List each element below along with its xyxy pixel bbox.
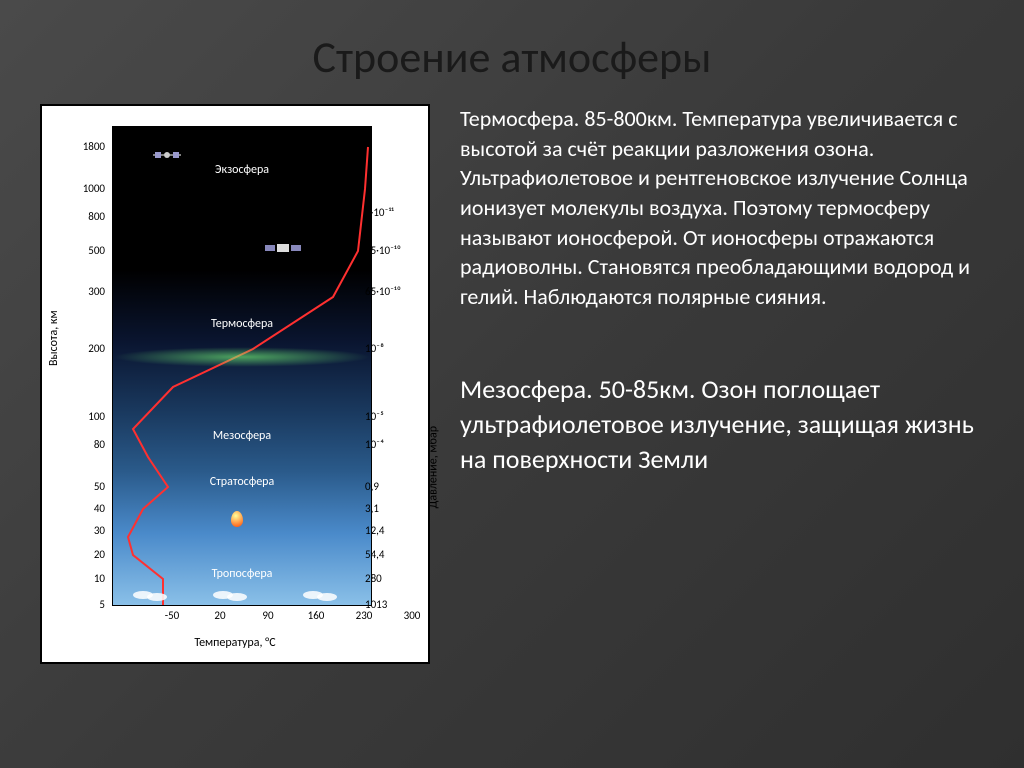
y-left-tick: 10 xyxy=(50,572,105,585)
y-left-tick: 40 xyxy=(50,502,105,515)
y-right-tick: 15·10⁻¹⁰ xyxy=(365,244,420,257)
y-left-tick: 50 xyxy=(50,480,105,493)
layer-label: Тропосфера xyxy=(212,567,273,581)
y-axis-right-title: Давление, мбар xyxy=(426,426,440,508)
content-row: Экзосфера Термосфера Мезосфера Стратосфера Т… xyxy=(0,84,1024,664)
y-left-tick: 800 xyxy=(50,210,105,223)
text-column: Термосфера. 85-800км. Температура увелич… xyxy=(460,104,984,664)
thermosphere-paragraph: Термосфера. 85-800км. Температура увелич… xyxy=(460,104,984,312)
y-right-tick: 10⁻⁵ xyxy=(365,410,420,423)
clouds-graphic xyxy=(113,591,371,603)
y-right-tick: 12,4 xyxy=(365,524,420,537)
chart-plot-area: Экзосфера Термосфера Мезосфера Стратосфера Т… xyxy=(112,126,372,606)
y-left-tick: 5 xyxy=(50,598,105,611)
atmosphere-chart: Экзосфера Термосфера Мезосфера Стратосфера Т… xyxy=(40,104,430,664)
page-title: Строение атмосферы xyxy=(0,0,1024,84)
y-left-tick: 500 xyxy=(50,244,105,257)
y-right-tick: 280 xyxy=(365,572,420,585)
y-right-tick: 54,4 xyxy=(365,548,420,561)
x-axis-title: Температура, °С xyxy=(42,636,428,650)
x-tick: 300 xyxy=(397,609,427,622)
y-right-tick: 3,1 xyxy=(365,502,420,515)
balloon-icon xyxy=(231,511,243,527)
y-left-tick: 100 xyxy=(50,410,105,423)
temp-path xyxy=(128,147,368,606)
y-right-tick: 10⁻⁸ xyxy=(365,342,420,355)
y-left-tick: 80 xyxy=(50,438,105,451)
y-right-tick: 65·10⁻¹⁰ xyxy=(365,285,420,298)
satellite-icon xyxy=(153,149,181,161)
x-tick: 230 xyxy=(349,609,379,622)
x-tick: 90 xyxy=(253,609,283,622)
y-left-tick: 30 xyxy=(50,524,105,537)
layer-label: Экзосфера xyxy=(215,163,269,177)
layer-label: Термосфера xyxy=(211,317,273,331)
y-axis-left-title: Высота, км xyxy=(47,310,61,366)
y-left-tick: 20 xyxy=(50,548,105,561)
y-right-tick: 0,9 xyxy=(365,480,420,493)
y-right-tick: 8·10⁻¹¹ xyxy=(365,206,420,219)
x-tick: 20 xyxy=(205,609,235,622)
y-left-tick: 300 xyxy=(50,285,105,298)
y-right-tick: 10⁻⁴ xyxy=(365,438,420,451)
satellite-icon xyxy=(263,239,303,257)
aurora-graphic xyxy=(113,347,371,367)
mesosphere-paragraph: Мезосфера. 50-85км. Озон поглощает ультр… xyxy=(460,372,984,477)
x-tick: -50 xyxy=(157,609,187,622)
x-tick: 160 xyxy=(301,609,331,622)
layer-label: Мезосфера xyxy=(213,429,271,443)
layer-label: Стратосфера xyxy=(210,475,275,489)
y-left-tick: 1000 xyxy=(50,182,105,195)
y-left-tick: 1800 xyxy=(50,140,105,153)
